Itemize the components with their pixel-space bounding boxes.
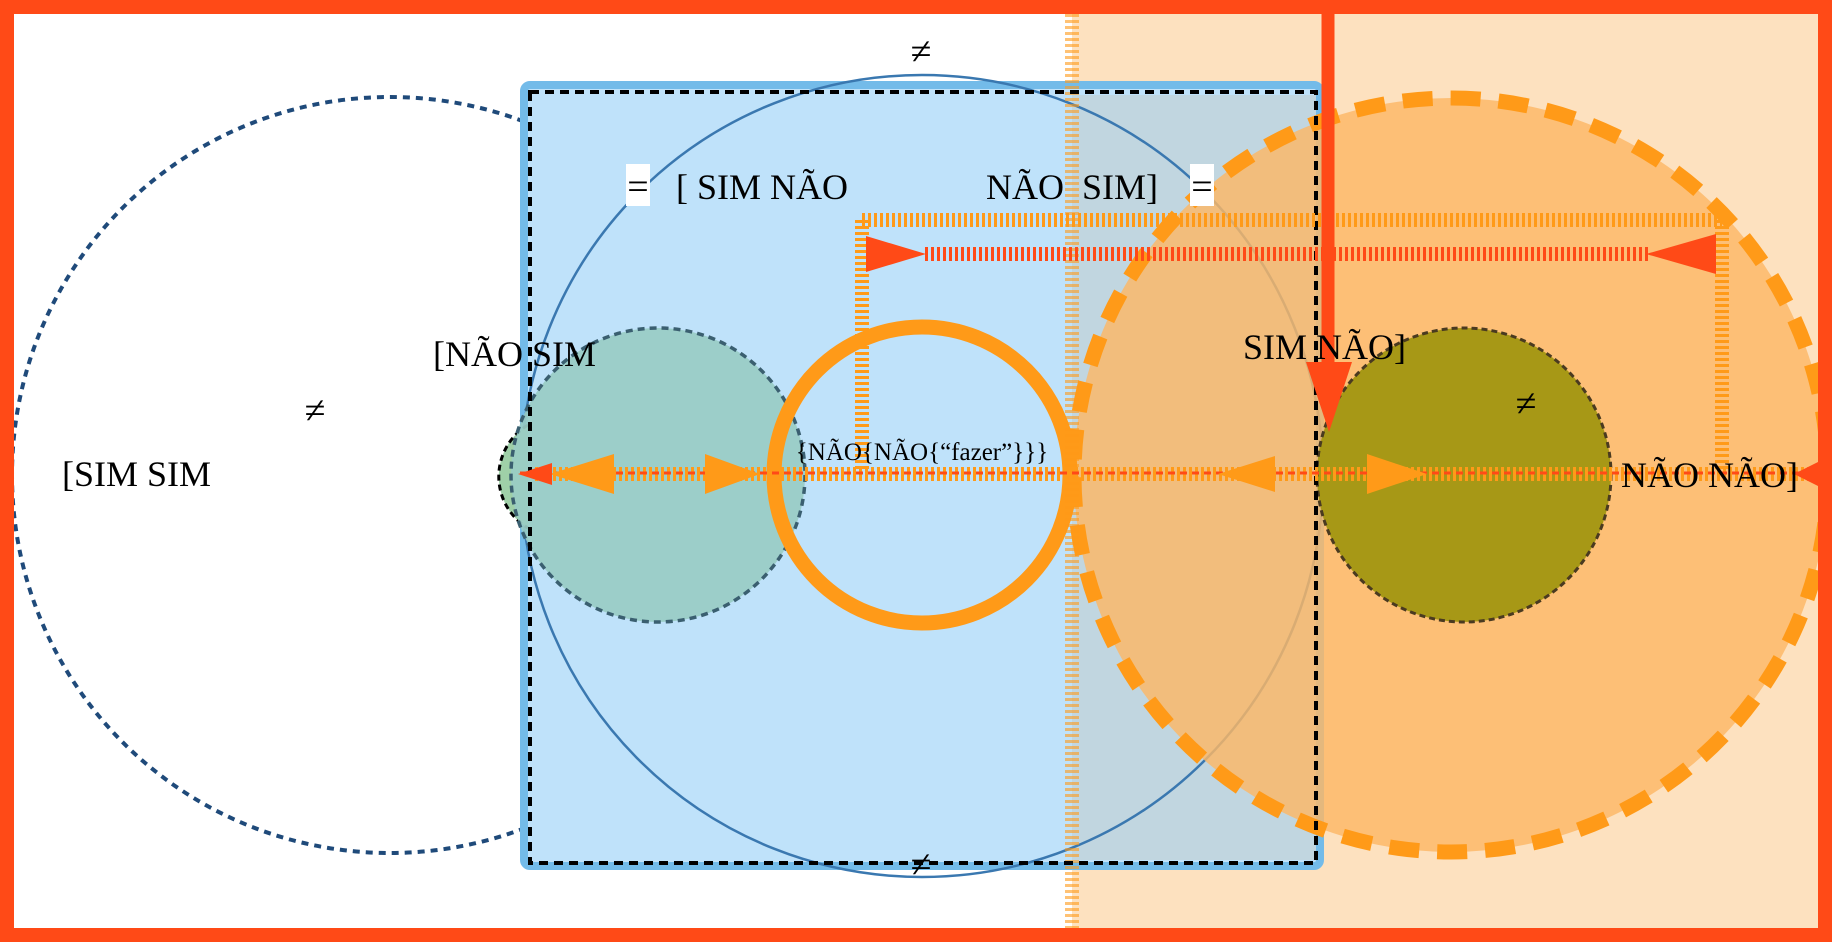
olive-arrowhead-left [1218,456,1275,492]
label-sim-nao-open: [ SIM NÃO [676,167,848,207]
teal-arrowhead-right [705,454,760,494]
equal-badge-right-bg [1190,164,1214,206]
label-nao-sim-close: NÃO SIM] [986,167,1158,207]
label-sim-nao-close: SIM NÃO] [1243,327,1406,367]
olive-circle [1315,326,1613,624]
vertical-red-arrowhead [1306,362,1352,432]
not-equal-symbol-top: ≠ [911,31,932,73]
label-sim-sim: [SIM SIM [62,454,211,494]
olive-arrowhead-right [1367,454,1427,494]
equal-symbol-left: = [627,166,648,208]
teal-arrowhead-left [550,454,614,494]
label-nao-nao-close: NÃO NÃO] [1621,455,1798,495]
not-equal-symbol-left: ≠ [305,390,326,432]
small-red-arrowhead-left [518,463,552,485]
edge-red-arrowhead [1794,462,1818,486]
red-arrowhead-right [866,236,926,272]
label-nao-sim-left: [NÃO SIM [433,334,596,374]
center-expression: {NÃO{NÃO{“fazer”}}} [796,438,1048,466]
equal-badge-left-bg [626,164,650,206]
not-equal-symbol-bottom: ≠ [911,844,932,886]
red-arrowhead-left [1646,234,1716,274]
equal-symbol-right: = [1191,166,1212,208]
not-equal-symbol-right: ≠ [1516,383,1537,425]
